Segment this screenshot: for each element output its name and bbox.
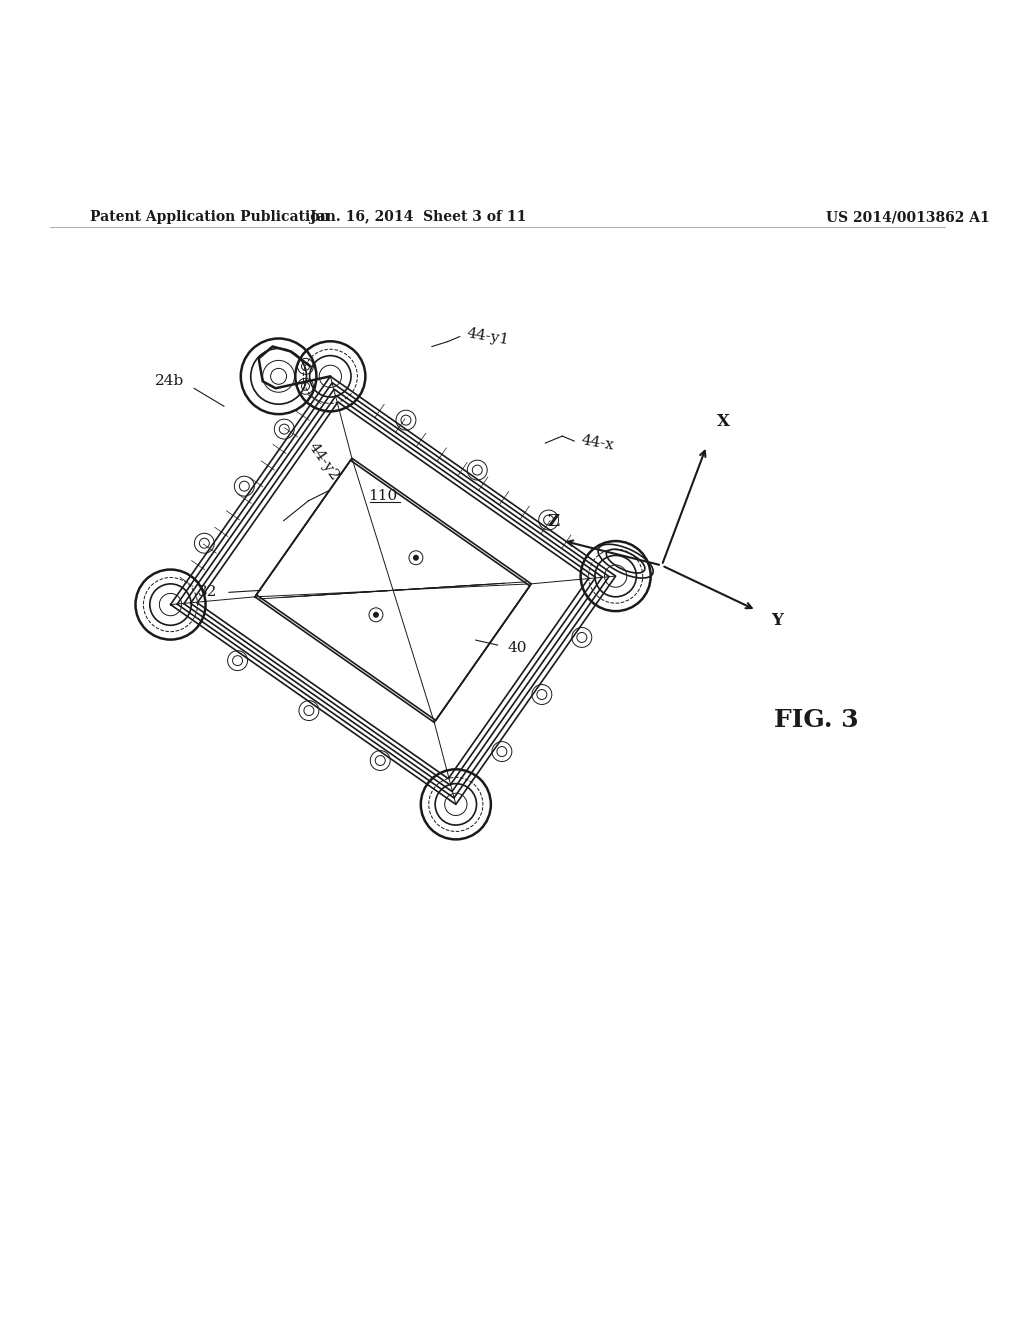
Text: US 2014/0013862 A1: US 2014/0013862 A1 — [826, 210, 990, 224]
Text: Jan. 16, 2014  Sheet 3 of 11: Jan. 16, 2014 Sheet 3 of 11 — [310, 210, 526, 224]
Circle shape — [571, 627, 592, 647]
Circle shape — [492, 742, 512, 762]
Circle shape — [539, 510, 558, 531]
Text: 110: 110 — [369, 488, 397, 503]
Text: 24b: 24b — [155, 375, 184, 388]
Circle shape — [444, 793, 467, 816]
Circle shape — [371, 751, 390, 771]
Text: Patent Application Publication: Patent Application Publication — [89, 210, 329, 224]
Text: 32: 32 — [198, 585, 217, 599]
Text: 40: 40 — [508, 642, 527, 655]
Circle shape — [531, 685, 552, 705]
Circle shape — [274, 420, 294, 440]
Circle shape — [319, 366, 341, 388]
Circle shape — [227, 651, 248, 671]
Circle shape — [234, 477, 254, 496]
Text: 44-y2: 44-y2 — [305, 440, 341, 483]
Text: 44-y1: 44-y1 — [466, 326, 511, 347]
Text: X: X — [717, 413, 729, 430]
Text: Z: Z — [548, 512, 559, 529]
Text: FIG. 3: FIG. 3 — [774, 708, 858, 731]
Text: Y: Y — [771, 612, 783, 630]
Circle shape — [413, 554, 419, 561]
Circle shape — [373, 611, 379, 618]
Circle shape — [604, 565, 627, 587]
Text: 44-x: 44-x — [581, 433, 615, 453]
Circle shape — [396, 411, 416, 430]
Circle shape — [195, 533, 214, 553]
Circle shape — [467, 461, 487, 480]
Circle shape — [160, 594, 181, 615]
Circle shape — [299, 701, 318, 721]
